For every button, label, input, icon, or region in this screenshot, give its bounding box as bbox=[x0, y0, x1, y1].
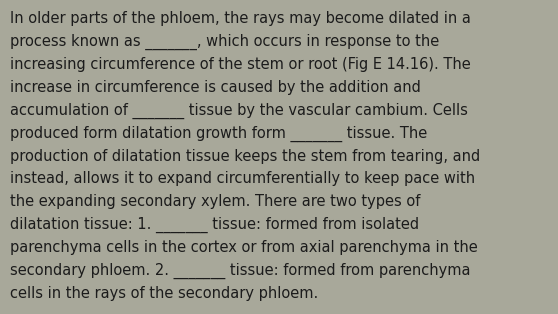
Text: production of dilatation tissue keeps the stem from tearing, and: production of dilatation tissue keeps th… bbox=[10, 149, 480, 164]
Text: cells in the rays of the secondary phloem.: cells in the rays of the secondary phloe… bbox=[10, 286, 318, 301]
Text: dilatation tissue: 1. _______ tissue: formed from isolated: dilatation tissue: 1. _______ tissue: fo… bbox=[10, 217, 419, 234]
Text: increasing circumference of the stem or root (Fig E 14.16). The: increasing circumference of the stem or … bbox=[10, 57, 471, 72]
Text: the expanding secondary xylem. There are two types of: the expanding secondary xylem. There are… bbox=[10, 194, 420, 209]
Text: instead, allows it to expand circumferentially to keep pace with: instead, allows it to expand circumferen… bbox=[10, 171, 475, 187]
Text: process known as _______, which occurs in response to the: process known as _______, which occurs i… bbox=[10, 34, 439, 50]
Text: In older parts of the phloem, the rays may become dilated in a: In older parts of the phloem, the rays m… bbox=[10, 11, 471, 26]
Text: increase in circumference is caused by the addition and: increase in circumference is caused by t… bbox=[10, 80, 421, 95]
Text: accumulation of _______ tissue by the vascular cambium. Cells: accumulation of _______ tissue by the va… bbox=[10, 103, 468, 119]
Text: parenchyma cells in the cortex or from axial parenchyma in the: parenchyma cells in the cortex or from a… bbox=[10, 240, 478, 255]
Text: produced form dilatation growth form _______ tissue. The: produced form dilatation growth form ___… bbox=[10, 126, 427, 142]
Text: secondary phloem. 2. _______ tissue: formed from parenchyma: secondary phloem. 2. _______ tissue: for… bbox=[10, 263, 470, 279]
